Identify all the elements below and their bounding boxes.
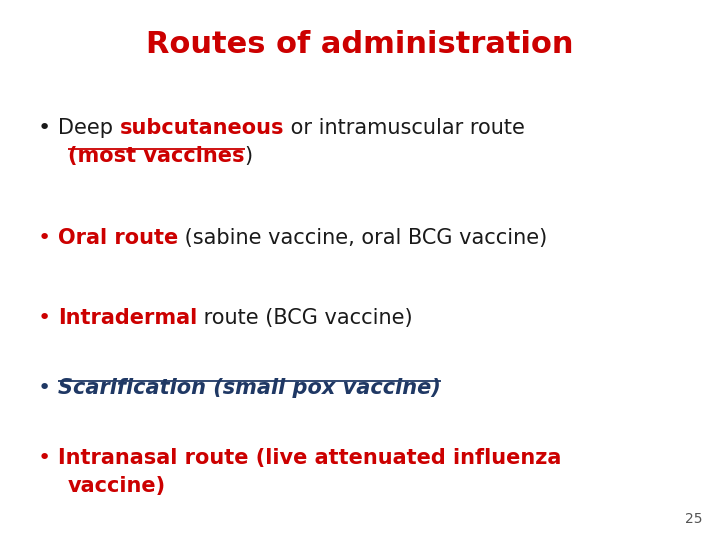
Text: •: • [38,228,51,248]
Text: ): ) [245,146,253,166]
Text: 25: 25 [685,512,702,526]
Text: Intradermal: Intradermal [58,308,197,328]
Text: Routes of administration: Routes of administration [146,30,574,59]
Text: subcutaneous: subcutaneous [120,118,284,138]
Text: •: • [38,308,51,328]
Text: (most vaccines: (most vaccines [68,146,245,166]
Text: Scarification (small pox vaccine): Scarification (small pox vaccine) [58,378,441,398]
Text: Intranasal route (live attenuated influenza: Intranasal route (live attenuated influe… [58,448,562,468]
Text: •: • [38,378,51,398]
Text: (sabine vaccine, oral BCG vaccine): (sabine vaccine, oral BCG vaccine) [179,228,547,248]
Text: Oral route: Oral route [58,228,179,248]
Text: •: • [38,448,51,468]
Text: Deep: Deep [58,118,120,138]
Text: or intramuscular route: or intramuscular route [284,118,525,138]
Text: vaccine): vaccine) [68,476,166,496]
Text: route (BCG vaccine): route (BCG vaccine) [197,308,413,328]
Text: •: • [38,118,51,138]
